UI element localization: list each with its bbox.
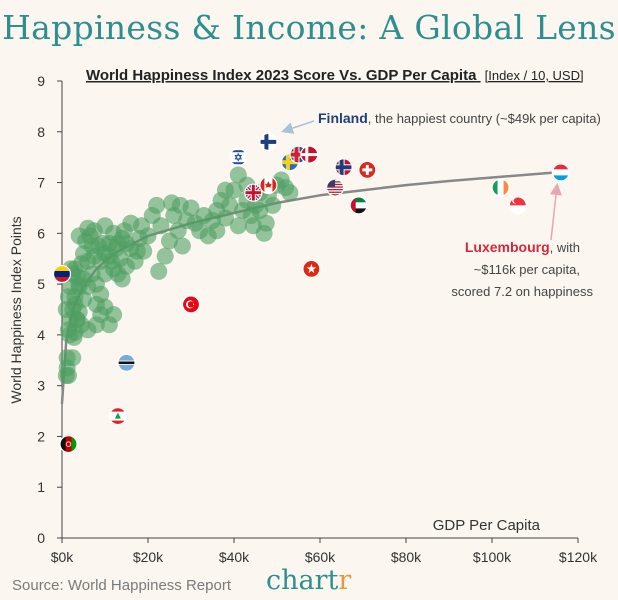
- uae-flag-icon: [349, 196, 368, 215]
- data-point: [135, 242, 153, 260]
- hongkong-flag-icon: [302, 259, 321, 278]
- data-point: [122, 214, 140, 232]
- data-point: [102, 252, 120, 270]
- finland-annotation-text: , the happiest country (~$49k per capita…: [368, 111, 601, 126]
- x-tick-label: $80k: [391, 549, 422, 565]
- data-point: [221, 196, 239, 214]
- data-point: [251, 201, 269, 219]
- y-tick-label: 1: [37, 479, 45, 495]
- chart-subtitle: World Happiness Index 2023 Score Vs. GDP…: [86, 67, 584, 84]
- data-point: [173, 237, 191, 255]
- denmark-flag-icon: [300, 145, 319, 164]
- data-point: [75, 245, 92, 263]
- data-point: [156, 247, 174, 265]
- luxembourg-annotation-line2: ~$116k per capita,: [474, 262, 580, 277]
- data-point: [229, 217, 247, 235]
- data-point: [216, 181, 234, 199]
- luxembourg-annotation-line1: , with: [550, 240, 580, 255]
- chart-title: Happiness & Income: A Global Lens: [2, 8, 616, 47]
- data-point: [171, 196, 189, 214]
- x-tick-label: $40k: [219, 549, 250, 565]
- y-axis-label: World Happiness Index Points: [8, 216, 24, 403]
- logo-main: chart: [266, 565, 339, 596]
- data-point: [70, 275, 88, 293]
- y-tick-label: 5: [37, 276, 45, 292]
- data-point: [208, 222, 226, 240]
- data-point: [152, 217, 170, 235]
- data-point: [92, 306, 110, 324]
- luxembourg-annotation-line3: scored 7.2 on happiness: [451, 284, 593, 299]
- luxembourg-annotation-bold: Luxembourg: [465, 239, 550, 255]
- ireland-flag-icon: [491, 178, 510, 197]
- x-tick-label: $0k: [51, 549, 75, 565]
- chart-subtitle-main: World Happiness Index 2023 Score Vs. GDP…: [86, 67, 477, 84]
- data-point: [58, 359, 76, 377]
- data-point: [148, 196, 166, 214]
- chartr-logo: chartr: [266, 565, 351, 596]
- switzerland-flag-icon: [358, 160, 377, 179]
- chart-subtitle-units: [Index / 10, USD]: [485, 68, 584, 83]
- us-flag-icon: [326, 178, 345, 197]
- data-point: [109, 234, 127, 252]
- y-tick-label: 4: [37, 327, 45, 343]
- points-group: [57, 166, 299, 385]
- data-point: [81, 227, 99, 245]
- y-tick-label: 7: [37, 175, 45, 191]
- luxembourg-arrow: [550, 183, 562, 241]
- finland-annotation-bold: Finland: [318, 110, 368, 126]
- data-point: [257, 214, 275, 232]
- x-axis-label: GDP Per Capita: [433, 517, 541, 534]
- svg-text:Finland, the happiest country: Finland, the happiest country (~$49k per…: [318, 110, 601, 126]
- y-tick-label: 3: [37, 378, 45, 394]
- turkey-flag-icon: [181, 295, 201, 314]
- venezuela-flag-icon: [52, 264, 72, 284]
- data-point: [65, 328, 83, 346]
- data-point: [96, 265, 114, 283]
- finland-annotation: Finland, the happiest country (~$49k per…: [281, 110, 601, 134]
- luxembourg-annotation: Luxembourg, with ~$116k per capita, scor…: [451, 183, 593, 299]
- y-tick-label: 8: [37, 124, 45, 140]
- lebanon-flag-icon: [108, 407, 128, 426]
- svg-text:Luxembourg, with: Luxembourg, with: [465, 239, 580, 255]
- x-tick-label: $20k: [133, 549, 164, 565]
- x-tick-label: $60k: [305, 549, 336, 565]
- y-tick-label: 2: [37, 428, 45, 444]
- data-point: [66, 295, 84, 313]
- x-tick-label: $120k: [559, 549, 598, 565]
- uk-flag-icon: [244, 183, 263, 202]
- norway-flag-icon: [334, 158, 353, 177]
- finland-flag-icon: [259, 132, 278, 151]
- y-tick-label: 6: [37, 225, 45, 241]
- data-point: [150, 262, 168, 280]
- y-tick-label: 0: [37, 530, 45, 546]
- data-point: [139, 227, 157, 245]
- canada-flag-icon: [259, 176, 278, 195]
- botswana-flag-icon: [117, 353, 136, 372]
- data-point: [264, 196, 282, 214]
- y-tick-label: 9: [37, 73, 45, 89]
- flags-group: [52, 132, 570, 454]
- finland-arrow: [281, 120, 315, 134]
- afghanistan-flag-icon: [59, 435, 78, 454]
- source-note: Source: World Happiness Report: [12, 577, 231, 594]
- x-tick-label: $100k: [473, 549, 512, 565]
- axes: $0k $20k $40k $60k $80k $100k $120k 0 1 2 3 4 5 6 7 8 9: [37, 73, 598, 565]
- data-point: [244, 217, 262, 235]
- singapore-flag-icon: [508, 196, 527, 215]
- luxembourg-flag-icon: [551, 163, 570, 182]
- logo-accent: r: [338, 565, 352, 596]
- data-point: [281, 184, 299, 202]
- israel-flag-icon: [229, 148, 248, 167]
